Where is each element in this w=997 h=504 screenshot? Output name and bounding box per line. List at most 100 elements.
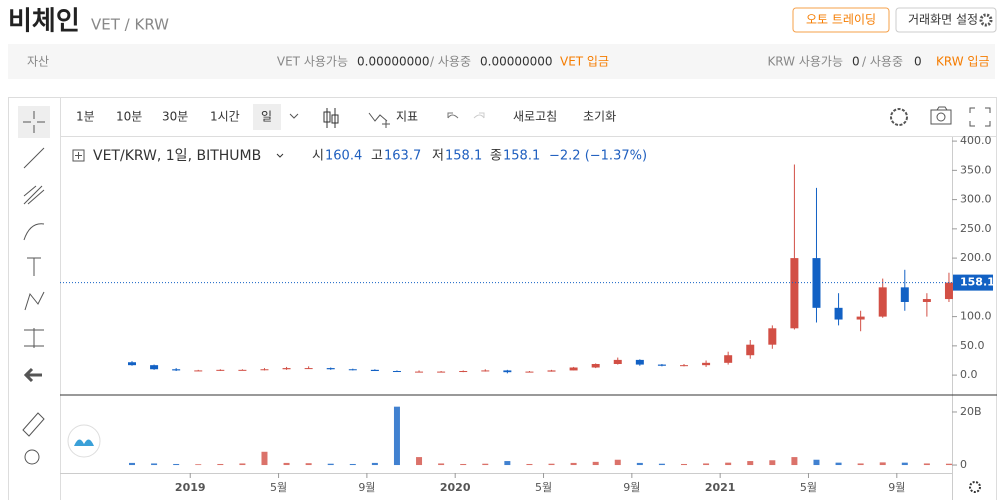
y-tick-label: 0.0 — [960, 368, 978, 381]
volume-bar — [681, 463, 687, 466]
y-tick-label: 200.0 — [960, 251, 992, 264]
volume-bar — [129, 462, 135, 466]
reset[interactable]: 초기화 — [583, 110, 616, 124]
volume-bar — [592, 461, 599, 466]
interval-1m[interactable]: 1분 — [76, 110, 95, 124]
asset-label: 자산 — [27, 55, 49, 69]
legend-low: 158.1 — [445, 149, 482, 164]
interval-10m[interactable]: 10분 — [116, 110, 142, 124]
cursor-tool[interactable] — [18, 106, 50, 138]
legend-close: 158.1 — [503, 149, 540, 164]
volume-bar — [173, 463, 180, 466]
pattern-icon[interactable] — [24, 291, 45, 311]
candle-body — [878, 287, 887, 317]
volume-bar — [747, 461, 754, 466]
candle-body — [392, 371, 401, 373]
axis-settings-icon[interactable] — [969, 481, 981, 493]
candle-body — [591, 363, 600, 368]
legend-close-label: 종 — [490, 149, 502, 164]
legend-low-label: 저 — [432, 149, 444, 164]
candle-body — [172, 369, 181, 371]
settings-icon[interactable] — [890, 108, 908, 126]
y-tick-label: 100.0 — [960, 310, 992, 323]
x-tick-label: 5월 — [535, 481, 552, 494]
volume-bar — [857, 463, 864, 466]
vet-deposit[interactable]: VET 입금 — [560, 55, 609, 69]
candle-body — [569, 367, 578, 371]
candle-body — [481, 370, 490, 372]
candle-body — [437, 371, 446, 373]
camera-lens — [936, 112, 946, 122]
volume-bar — [151, 463, 158, 466]
logo — [74, 439, 94, 446]
legend-open: 160.4 — [325, 149, 362, 164]
candle-body — [415, 371, 424, 373]
x-tick-label: 9월 — [358, 481, 375, 494]
indicator-icon[interactable] — [368, 112, 390, 128]
asset-bar — [8, 44, 995, 79]
candle-body — [768, 328, 777, 345]
redo-icon[interactable] — [473, 112, 485, 119]
interval-1h[interactable]: 1시간 — [210, 110, 240, 124]
volume-bar — [526, 463, 533, 466]
candle-body — [922, 299, 931, 302]
undo-icon[interactable] — [447, 112, 459, 119]
camera-icon[interactable] — [930, 106, 952, 125]
x-tick-label: 5월 — [270, 481, 287, 494]
auto-trading-button[interactable] — [792, 7, 890, 33]
volume-bar — [305, 463, 312, 466]
volume-bar — [636, 462, 643, 466]
chart-style-icon[interactable] — [323, 108, 339, 128]
volume-bar — [195, 464, 202, 466]
candle-body — [856, 316, 865, 320]
zoom-icon[interactable] — [24, 449, 40, 465]
fib-icon[interactable] — [23, 185, 45, 205]
volume-bar — [460, 463, 467, 466]
volume-bar — [791, 457, 798, 466]
volume-bar — [901, 462, 908, 466]
interval-chevron[interactable] — [289, 113, 299, 119]
interval-30m[interactable]: 30분 — [162, 110, 188, 124]
drawing-tools — [18, 106, 50, 465]
legend-toggle[interactable] — [72, 149, 85, 162]
ruler-icon[interactable] — [22, 412, 45, 437]
interval-day[interactable]: 일 — [261, 110, 272, 124]
legend-high: 163.7 — [384, 149, 421, 164]
vet-in-use-label: / 사용중 — [430, 55, 471, 69]
settings-button[interactable] — [895, 7, 997, 33]
last-price-box — [953, 274, 993, 291]
x-tick-label: 2021 — [705, 481, 736, 494]
logo-badge — [67, 424, 101, 458]
y-tick-label: 50.0 — [960, 339, 985, 352]
refresh[interactable]: 새로고침 — [513, 110, 557, 124]
x-tick-label: 9월 — [623, 481, 640, 494]
volume-bar — [945, 463, 952, 466]
volume-bar — [349, 463, 356, 466]
back-icon[interactable] — [23, 367, 42, 383]
candle-body — [547, 370, 556, 372]
legend-chevron[interactable] — [276, 153, 284, 158]
legend-change: −2.2 (−1.37%) — [549, 149, 647, 164]
trend-line-icon[interactable] — [23, 147, 45, 169]
candle-body — [459, 371, 468, 373]
crosshair-icon — [23, 111, 45, 133]
fullscreen-icon[interactable] — [969, 107, 991, 127]
candle-body — [790, 258, 799, 329]
volume-bar — [261, 451, 268, 466]
measure-icon[interactable] — [24, 328, 44, 348]
indicators[interactable]: 지표 — [396, 110, 418, 124]
volume-bar — [482, 463, 489, 466]
auto-trading-label: 오토 트레이딩 — [806, 13, 876, 27]
volume-bar — [283, 462, 290, 466]
volume-bar — [835, 462, 842, 466]
text-icon[interactable] — [27, 257, 41, 276]
x-tick-label: 9월 — [888, 481, 905, 494]
volume-bar — [570, 462, 577, 466]
interval-selected — [253, 104, 281, 130]
vet-in-use: 0.00000000 — [480, 55, 553, 69]
x-tick-label: 5월 — [800, 481, 817, 494]
krw-deposit[interactable]: KRW 입금 — [936, 55, 989, 69]
brush-icon[interactable] — [23, 223, 45, 241]
candle-body — [944, 282, 953, 300]
